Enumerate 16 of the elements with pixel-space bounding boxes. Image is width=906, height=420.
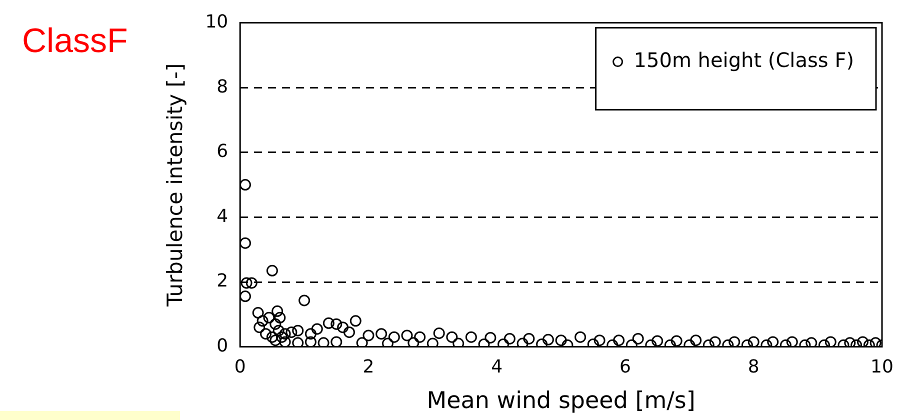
- x-tick-label: 10: [870, 356, 894, 378]
- y-tick-label: 0: [216, 335, 228, 356]
- x-tick-label: 6: [620, 356, 631, 378]
- chart-title: ClassF: [22, 22, 128, 61]
- x-axis-title: Mean wind speed [m/s]: [426, 388, 696, 414]
- y-tick-label: 4: [216, 206, 228, 227]
- x-tick-label: 4: [491, 356, 503, 378]
- x-tick-label: 0: [234, 356, 246, 378]
- y-tick-label: 10: [205, 11, 228, 32]
- y-tick-label: 6: [216, 141, 228, 162]
- x-tick-label: 8: [748, 356, 760, 378]
- y-tick-label: 8: [216, 76, 228, 98]
- y-axis-title: Turbulence intensity [-]: [163, 63, 188, 308]
- y-tick-label: 2: [216, 270, 228, 292]
- x-tick-label: 2: [362, 356, 374, 378]
- legend-label: 150m height (Class F): [634, 48, 854, 72]
